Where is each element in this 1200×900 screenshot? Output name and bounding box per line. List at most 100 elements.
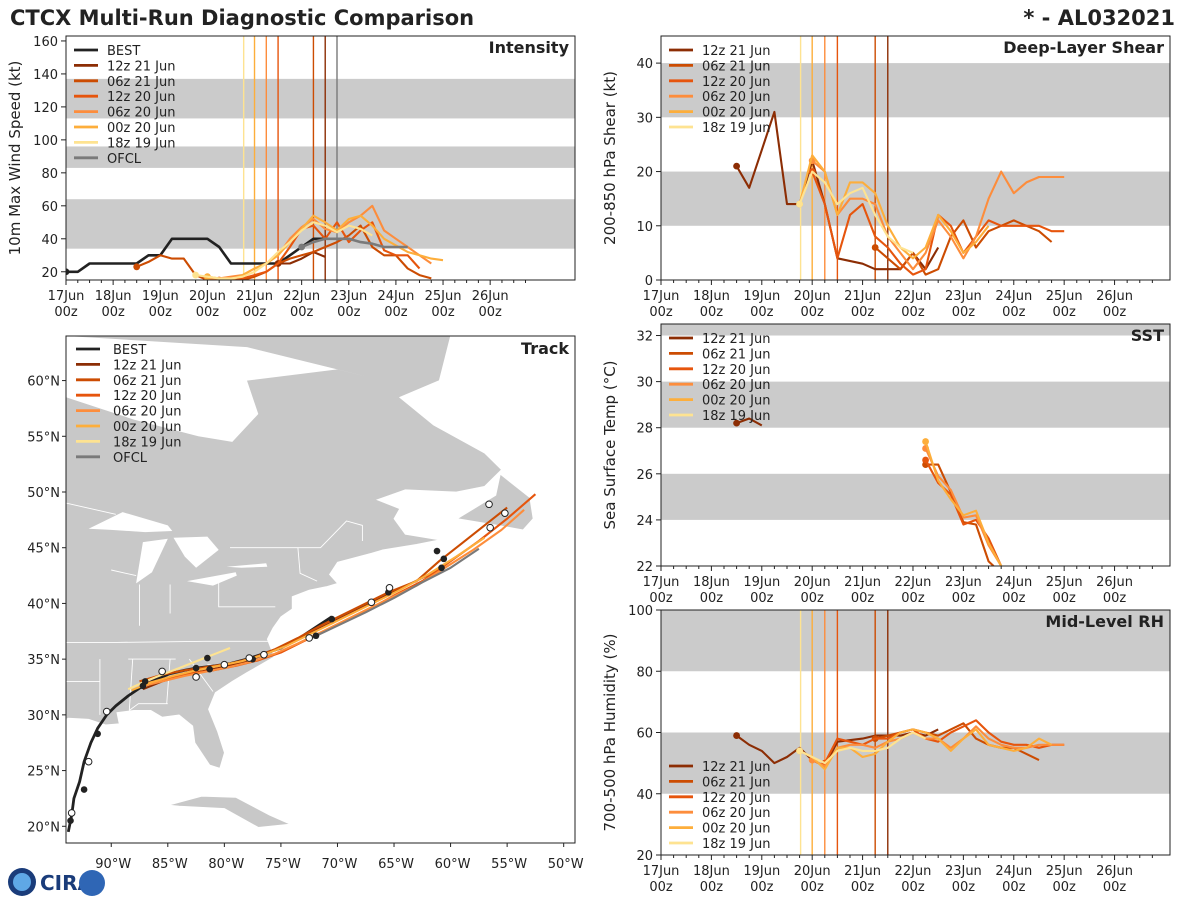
logo-seal-icon [79, 870, 105, 896]
great-lake [173, 536, 219, 568]
shear-ylabel: 200-850 hPa Shear (kt) [601, 71, 619, 245]
sst-xtick-date: 23Jun [945, 575, 982, 590]
intensity-series-start-point [133, 263, 141, 271]
sst-ytick-label: 30 [636, 376, 653, 391]
shear-xtick-hour: 00z [750, 305, 774, 320]
intensity-legend-label: 06z 20 Jun [107, 106, 176, 121]
shear-xtick-date: 24Jun [995, 289, 1032, 304]
sst-series-line [924, 448, 1003, 566]
rh-panel: 2040608010017Jun00z18Jun00z19Jun00z20Jun… [601, 604, 1171, 895]
intensity-xtick-date: 22Jun [283, 289, 320, 304]
track-point-open [220, 660, 229, 669]
great-lake [136, 538, 168, 584]
intensity-ytick-label: 80 [41, 167, 58, 182]
intensity-legend-label: 12z 20 Jun [107, 90, 176, 105]
intensity-xtick-hour: 00z [431, 305, 455, 320]
sst-xtick-date: 26Jun [1096, 575, 1133, 590]
track-legend-label: OFCL [113, 451, 148, 466]
rh-xtick-date: 22Jun [895, 864, 932, 879]
track-ytick-label: 40°N [27, 597, 60, 612]
sst-frame [660, 323, 1171, 567]
rh-legend-label: 06z 21 Jun [702, 775, 771, 790]
shear-series-start-point [733, 162, 740, 170]
intensity-band [66, 78, 575, 119]
sst-series-start-point [922, 438, 929, 445]
sst-xtick-date: 21Jun [844, 575, 881, 590]
sst-title: SST [1131, 326, 1164, 345]
intensity-frame [65, 35, 576, 281]
track-ytick-label: 30°N [27, 709, 60, 724]
storm-id: * - AL032021 [1023, 6, 1175, 30]
track-point-filled [206, 665, 213, 673]
track-point-filled [440, 555, 448, 563]
track-xtick-label: 80°W [208, 857, 244, 872]
rh-title: Mid-Level RH [1045, 612, 1164, 631]
shear-xtick-hour: 00z [649, 305, 673, 320]
rh-ylabel: 700-500 hPa Humidity (%) [601, 633, 619, 831]
track-point-open [260, 650, 268, 659]
track-point-open [158, 667, 166, 676]
shear-xtick-hour: 00z [1103, 305, 1127, 320]
track-xtick-label: 85°W [152, 857, 188, 872]
track-point-open [305, 634, 313, 642]
intensity-xtick-hour: 00z [54, 305, 78, 320]
shear-xtick-date: 17Jun [643, 289, 680, 304]
track-point-filled [67, 817, 74, 825]
shear-ytick-label: 0 [645, 274, 653, 289]
shear-band [661, 171, 1170, 226]
sst-series-group [733, 417, 1003, 566]
track-ytick-label: 50°N [27, 486, 60, 501]
track-ytick-label: 25°N [27, 765, 60, 780]
rh-ytick-label: 20 [636, 849, 653, 864]
land-newfoundland [456, 473, 534, 531]
rh-series-line [799, 728, 1053, 771]
rh-xtick-hour: 00z [1103, 880, 1127, 895]
track-point-filled [141, 678, 149, 685]
intensity-series-start-point [298, 243, 306, 251]
rh-xtick-date: 17Jun [643, 864, 680, 879]
track-xtick-label: 55°W [491, 857, 527, 872]
sst-xtick-hour: 00z [801, 591, 825, 606]
intensity-legend-label: 00z 20 Jun [107, 121, 176, 136]
sst-xtick-date: 18Jun [693, 575, 730, 590]
shear-band [661, 63, 1170, 118]
great-lake [187, 572, 237, 586]
cira-logo: CIRA [8, 868, 105, 896]
shear-legend-label: 06z 20 Jun [702, 90, 771, 105]
track-panel: 90°W 85°W 80°W 75°W 70°W 65°W 60°W 55°W 50°W 20°N… [27, 335, 584, 872]
great-lake [88, 512, 173, 533]
shear-series-line [798, 170, 914, 254]
rh-legend-label: 00z 20 Jun [702, 822, 771, 837]
shear-series-group [733, 110, 1065, 276]
sst-legend-label: 00z 20 Jun [702, 394, 771, 409]
shear-xtick-hour: 00z [801, 305, 825, 320]
intensity-legend-label: BEST [107, 44, 140, 59]
intensity-ytick-label: 40 [41, 233, 58, 248]
border-line [129, 703, 168, 711]
shear-xtick-hour: 00z [901, 305, 925, 320]
intensity-ytick-label: 120 [33, 101, 58, 116]
intensity-xtick-date: 17Jun [48, 289, 85, 304]
sst-series-start-point [922, 456, 929, 464]
track-point-open [67, 809, 76, 817]
sst-ylabel: Sea Surface Temp (°C) [601, 360, 619, 529]
track-point-filled [438, 564, 445, 572]
track-ytick-label: 35°N [27, 653, 60, 668]
rh-xtick-date: 21Jun [844, 864, 881, 879]
track-point-open [245, 654, 254, 662]
rh-xtick-hour: 00z [1002, 880, 1026, 895]
rh-ytick-label: 60 [636, 727, 653, 742]
sst-ytick-label: 24 [636, 514, 653, 529]
intensity-ytick-label: 20 [41, 266, 58, 281]
track-legend-label: 18z 19 Jun [113, 435, 182, 450]
track-line [139, 506, 508, 683]
track-ytick-label: 55°N [27, 430, 60, 445]
shear-legend-label: 06z 21 Jun [702, 59, 771, 74]
sst-xtick-date: 22Jun [895, 575, 932, 590]
intensity-xtick-hour: 00z [478, 305, 502, 320]
rh-ytick-label: 100 [628, 604, 653, 619]
border-line [188, 658, 214, 692]
rh-xtick-hour: 00z [851, 880, 875, 895]
shear-xtick-date: 18Jun [693, 289, 730, 304]
